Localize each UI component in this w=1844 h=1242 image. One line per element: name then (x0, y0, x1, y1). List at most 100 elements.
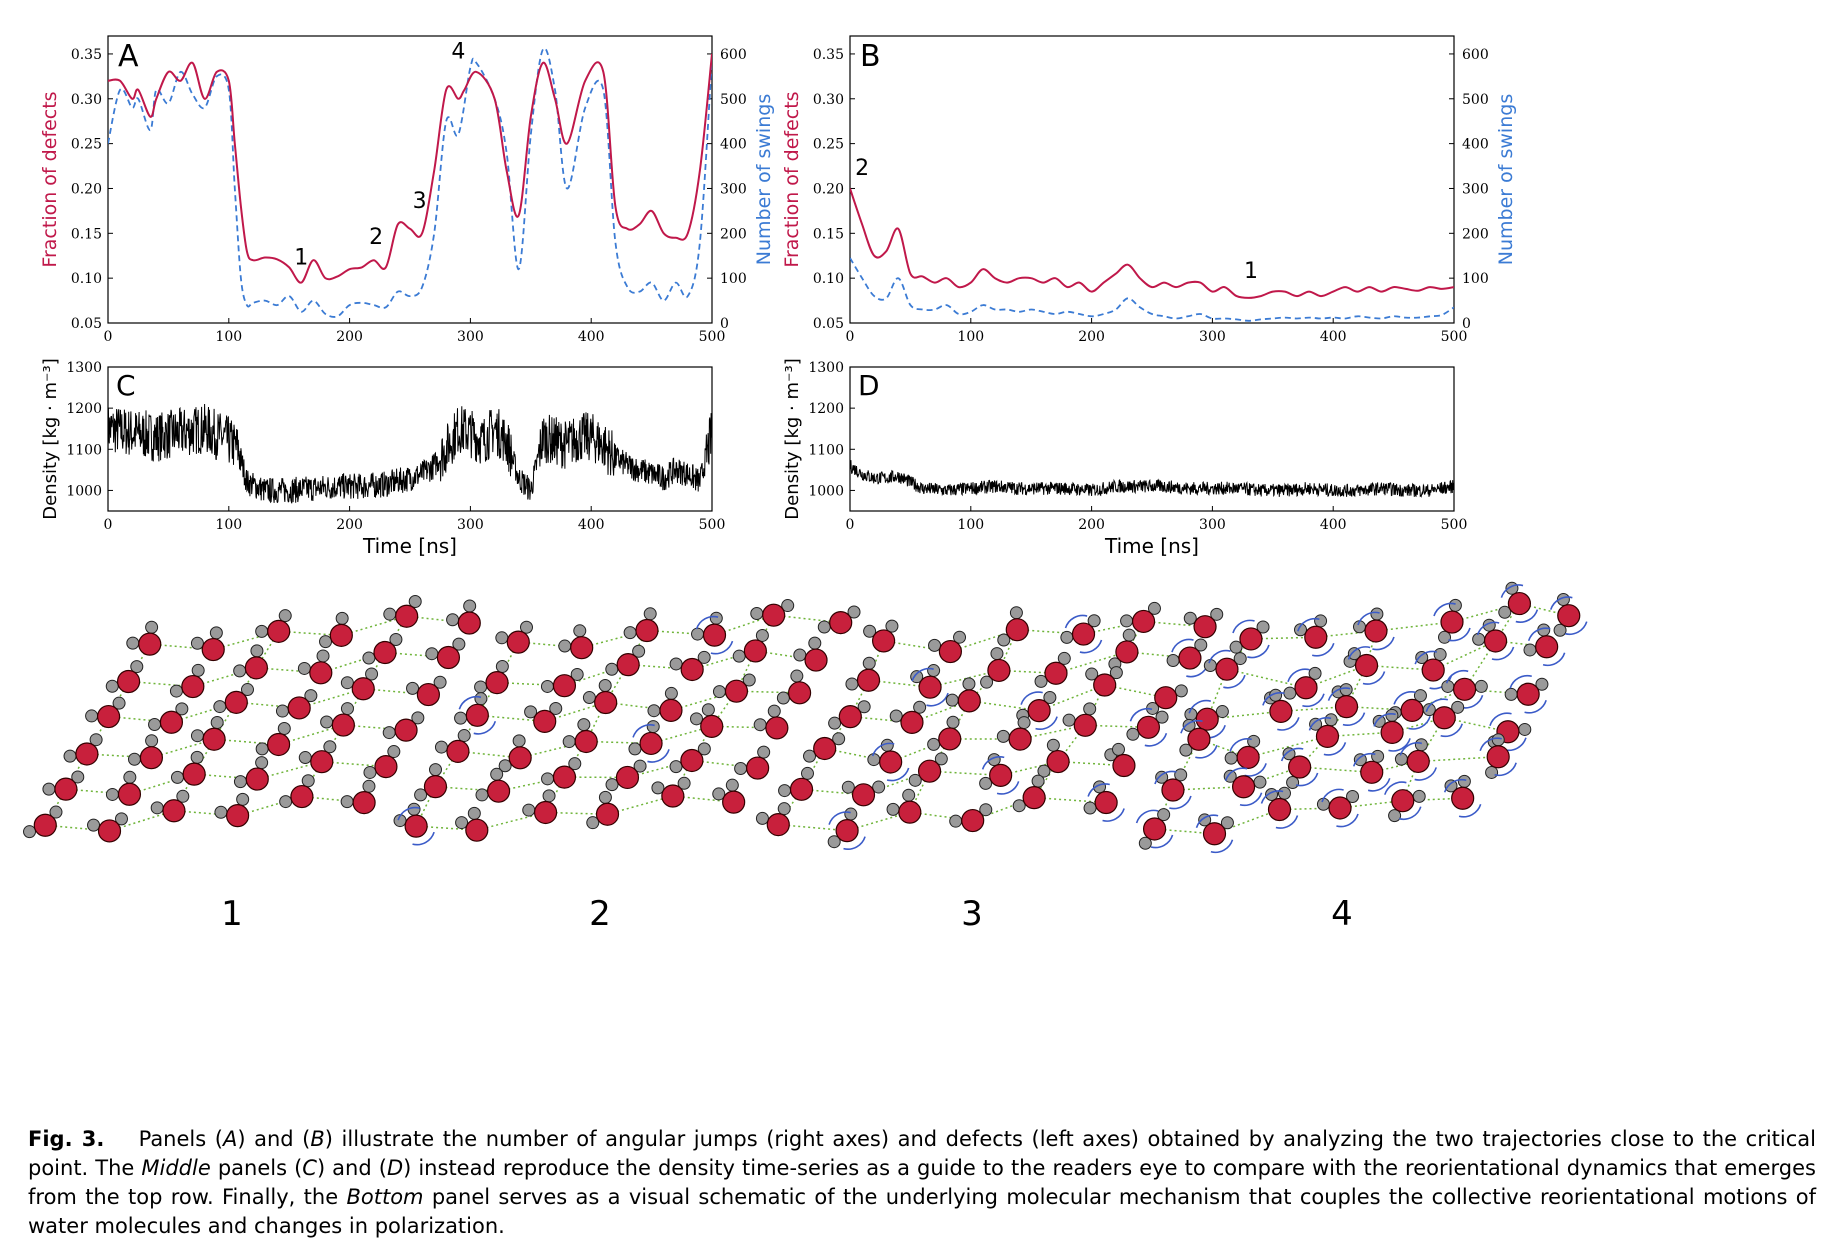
oxygen-atom (1406, 749, 1430, 774)
panel-letter: A (118, 39, 139, 74)
hydrogen-atom (808, 636, 822, 650)
swing-arrow (911, 667, 934, 682)
hydrogen-atom (1122, 628, 1136, 642)
oxygen-atom (938, 727, 962, 751)
hydrogen-atom (677, 776, 691, 790)
oxygen-atom (1360, 760, 1384, 784)
oxygen-atom (574, 729, 598, 754)
oxygen-atom (1115, 640, 1139, 664)
hydrogen-atom (512, 734, 526, 748)
oxygen-atom (1161, 778, 1185, 802)
oxygen-atom (1516, 682, 1540, 706)
hydrogen-atom (406, 681, 420, 695)
oxygen-atom (1236, 745, 1260, 769)
hydrogen-atom (910, 670, 924, 684)
oxygen-atom (879, 750, 903, 774)
oxygen-atom (374, 755, 398, 779)
hydrogen-atom (1415, 651, 1429, 665)
oxygen-atom (1202, 822, 1227, 846)
oxygen-atom (659, 698, 683, 723)
oxygen-atom (615, 765, 640, 790)
swing-arrow (1425, 698, 1449, 713)
hydrogen-atom (1256, 620, 1270, 634)
swing-arrow (1388, 738, 1411, 752)
hydrogen-atom (1457, 774, 1471, 788)
oxygen-atom (1507, 591, 1532, 616)
hydrogen-atom (114, 812, 128, 826)
hydrogen-bond (1198, 738, 1249, 759)
hydrogen-atom (1166, 653, 1180, 667)
swing-arrow (1087, 783, 1110, 797)
oxygen-atom (900, 710, 924, 734)
hydrogen-atom (148, 717, 162, 731)
oxygen-atom (1046, 749, 1070, 774)
hydrogen-atom (540, 679, 554, 693)
oxygen-atom (702, 623, 727, 647)
hydrogen-bond (929, 770, 1001, 777)
oxygen-atom (1391, 789, 1415, 813)
hydrogen-atom (605, 778, 619, 792)
swing-arrow (1262, 692, 1285, 706)
plot-frame (107, 35, 713, 324)
caption-ref-d: D (386, 1156, 404, 1180)
oxygen-atom (1195, 707, 1219, 731)
x-tick-label: 100 (957, 517, 984, 533)
hydrogen-atom (1120, 614, 1134, 628)
hydrogen-atom (1194, 638, 1208, 652)
hydrogen-atom (433, 675, 447, 689)
hydrogen-atom (1179, 743, 1193, 757)
annotation-label: 1 (1244, 259, 1258, 284)
hydrogen-atom (383, 607, 397, 621)
swing-arrow (1035, 716, 1058, 730)
oxygen-atom (138, 632, 162, 656)
oxygen-atom (33, 813, 57, 837)
hydrogen-atom (1233, 652, 1247, 666)
hydrogen-atom (927, 737, 941, 751)
oxygen-atom (1535, 635, 1559, 659)
y-axis-label: Density [kg · m⁻³] (40, 358, 61, 519)
hydrogen-atom (1412, 789, 1426, 803)
x-tick-label: 300 (1199, 329, 1226, 345)
swing-arrow (1372, 636, 1395, 651)
hydrogen-atom (996, 729, 1010, 743)
y-tick-label: 1300 (808, 360, 844, 376)
y-tick-label: 0.15 (71, 226, 102, 242)
oxygen-atom (789, 777, 814, 801)
hydrogen-atom (1422, 703, 1436, 717)
hydrogen-atom (1433, 648, 1447, 662)
hydrogen-atom (112, 696, 126, 710)
hydrogen-atom (411, 711, 425, 725)
caption-text: panels ( (210, 1156, 303, 1180)
swing-arrow (1020, 691, 1043, 705)
x-tick-label: 300 (1199, 517, 1226, 533)
oxygen-atom (465, 818, 489, 842)
hydrogen-atom (1057, 651, 1071, 665)
hydrogen-atom (1523, 643, 1537, 657)
oxygen-atom (1136, 715, 1161, 739)
y2-tick-label: 600 (1462, 47, 1489, 63)
hydrogen-atom (191, 663, 205, 677)
swing-arrow (1367, 778, 1391, 792)
schematic-label: 2 (589, 894, 611, 934)
hydrogen-atom (1017, 716, 1031, 730)
hydrogen-atom (605, 662, 619, 676)
hydrogen-atom (335, 611, 349, 625)
y-tick-label: 0.30 (813, 92, 844, 108)
oxygen-atom (851, 783, 876, 807)
hydrogen-atom (1498, 605, 1512, 619)
oxygen-atom (1380, 720, 1404, 744)
hydrogen-atom (150, 801, 164, 815)
oxygen-atom (266, 732, 291, 757)
hydrogen-bond (1206, 668, 1228, 720)
oxygen-atom (310, 750, 334, 774)
hydrogen-bond (476, 811, 546, 831)
hydrogen-atom (997, 633, 1011, 647)
oxygen-atom (1239, 627, 1263, 651)
hydrogen-atom (777, 802, 791, 816)
hydrogen-atom (750, 606, 764, 620)
oxygen-atom (352, 790, 376, 815)
swing-arrow (695, 615, 719, 630)
oxygen-atom (465, 703, 489, 727)
hydrogen-atom (767, 704, 781, 718)
swing-arrow (1448, 627, 1471, 642)
